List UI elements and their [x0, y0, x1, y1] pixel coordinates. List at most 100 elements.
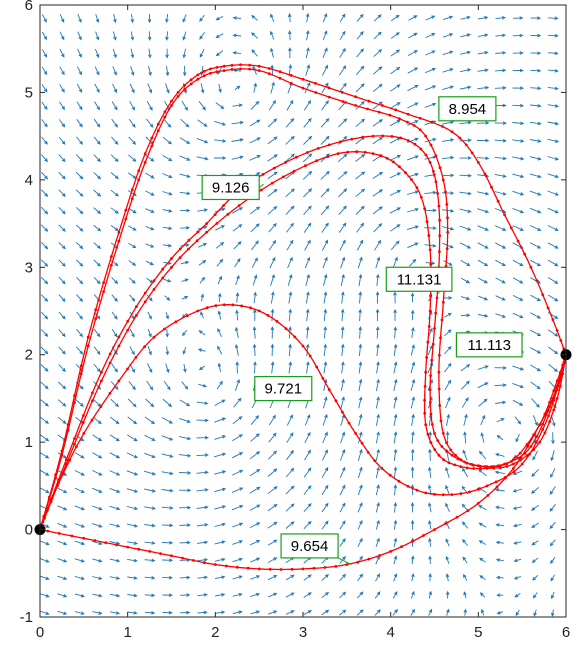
series-4-point-90	[389, 474, 392, 477]
series-3-point-58	[304, 164, 307, 167]
series-3-point-106	[428, 325, 431, 328]
series-3-point-70	[364, 151, 367, 154]
series-4-point-38	[186, 314, 189, 317]
series-0-point-84	[381, 104, 384, 107]
series-0-point-130	[556, 329, 559, 332]
series-0-point-92	[430, 121, 433, 124]
y-tick-label-1: 0	[25, 522, 33, 539]
series-1-point-72	[302, 87, 305, 90]
series-1-point-126	[438, 354, 441, 357]
series-0-point-94	[441, 125, 444, 128]
series-2-point-60	[306, 151, 309, 154]
series-3-point-76	[386, 157, 389, 160]
series-4-point-68	[315, 366, 318, 369]
series-4-point-126	[541, 428, 544, 431]
series-4-point-54	[258, 310, 261, 313]
series-3-point-144	[486, 467, 489, 470]
series-2-point-152	[503, 463, 506, 466]
series-3-point-12	[82, 421, 85, 424]
series-1-point-66	[268, 72, 271, 75]
series-4-point-120	[521, 463, 524, 466]
series-5-point-52	[324, 566, 327, 569]
series-5-point-28	[192, 559, 195, 562]
series-1-point-100	[435, 154, 438, 157]
series-3-point-120	[424, 423, 427, 426]
series-5-point-66	[400, 545, 403, 548]
series-2-point-110	[434, 312, 437, 315]
series-2-point-68	[350, 138, 353, 141]
series-0-point-42	[177, 91, 180, 94]
series-5-point-4	[58, 532, 61, 535]
y-tick-label-6: 5	[25, 84, 33, 101]
callout-0: 8.954	[439, 97, 496, 121]
series-4-point-96	[416, 489, 419, 492]
series-1-point-102	[439, 166, 442, 169]
series-5-point-10	[93, 539, 96, 542]
series-1-point-62	[248, 68, 251, 71]
y-tick-label-7: 6	[25, 0, 33, 14]
series-1-point-88	[398, 117, 401, 120]
series-3-point-66	[346, 151, 349, 154]
series-3-point-20	[118, 345, 121, 348]
series-1-point-36	[157, 129, 160, 132]
series-0-point-18	[94, 308, 97, 311]
series-4-point-2	[42, 521, 45, 524]
series-4-point-78	[348, 422, 351, 425]
series-3-point-32	[170, 266, 173, 269]
series-5-point-36	[236, 566, 239, 569]
series-5-point-108	[561, 369, 564, 372]
series-1-point-120	[442, 301, 445, 304]
series-5-point-26	[181, 557, 184, 560]
series-3-point-16	[100, 380, 103, 383]
series-2-point-84	[419, 148, 422, 151]
series-4-point-72	[328, 388, 331, 391]
series-4-point-70	[322, 377, 325, 380]
series-1-point-8	[61, 454, 64, 457]
series-2-point-94	[436, 192, 439, 195]
series-4-point-64	[302, 345, 305, 348]
series-2-point-26	[144, 292, 147, 295]
series-2-point-114	[432, 343, 435, 346]
series-2-point-24	[135, 305, 138, 308]
series-3-point-26	[144, 300, 147, 303]
series-3-point-84	[410, 178, 413, 181]
series-1-point-28	[131, 197, 134, 200]
x-tick-label-0: 0	[36, 624, 44, 641]
series-1-point-32	[144, 161, 147, 164]
series-5-point-18	[137, 548, 140, 551]
series-0-point-100	[465, 144, 468, 147]
series-5-point-80	[477, 502, 480, 505]
series-3-point-18	[109, 362, 112, 365]
series-3-point-126	[433, 448, 436, 451]
series-2-point-78	[399, 137, 402, 140]
series-5-point-54	[335, 565, 338, 568]
series-2-point-12	[82, 414, 85, 417]
series-4-point-34	[163, 328, 166, 331]
series-5-point-70	[422, 534, 425, 537]
series-5-point-14	[115, 544, 118, 547]
series-5-point-42	[269, 568, 272, 571]
callout-label-4: 9.721	[265, 381, 303, 398]
series-2-point-72	[372, 135, 375, 138]
series-1-point-136	[442, 432, 445, 435]
series-5-point-96	[538, 423, 541, 426]
series-1-point-22	[110, 264, 113, 267]
series-2-point-36	[188, 239, 191, 242]
series-3-point-152	[512, 463, 515, 466]
series-5-point-6	[70, 535, 73, 538]
series-0-point-58	[231, 64, 234, 67]
series-4-point-128	[547, 415, 550, 418]
series-3-point-104	[429, 310, 432, 313]
series-2-point-38	[196, 231, 199, 234]
series-1-point-128	[438, 371, 441, 374]
series-3-point-112	[424, 371, 427, 374]
series-1-point-54	[216, 70, 219, 73]
series-3-point-28	[153, 288, 156, 291]
series-3-point-134	[453, 464, 456, 467]
series-4-point-14	[75, 445, 78, 448]
callout-4: 9.721	[255, 377, 312, 401]
series-1-point-78	[342, 100, 345, 103]
series-1-point-106	[444, 191, 447, 194]
series-3-point-62	[326, 155, 329, 158]
